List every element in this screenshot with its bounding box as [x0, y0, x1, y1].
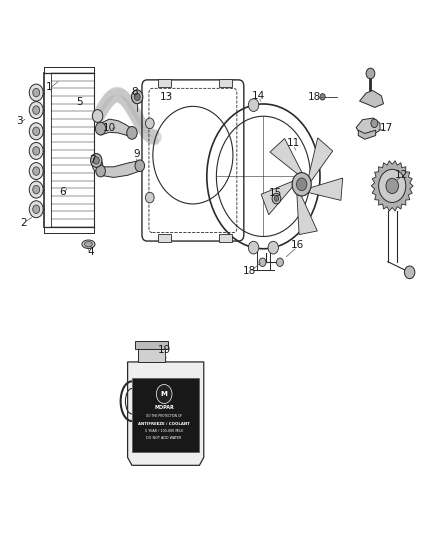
Polygon shape — [127, 362, 204, 465]
Circle shape — [92, 110, 103, 123]
Text: 4: 4 — [87, 247, 94, 257]
Circle shape — [33, 147, 40, 155]
Circle shape — [276, 258, 283, 266]
Bar — [138, 349, 165, 362]
Polygon shape — [270, 139, 302, 174]
Text: 8: 8 — [131, 86, 138, 96]
Circle shape — [366, 68, 375, 79]
Text: 18: 18 — [308, 92, 321, 102]
Circle shape — [297, 178, 307, 191]
Circle shape — [29, 142, 43, 159]
Polygon shape — [358, 130, 376, 139]
Circle shape — [33, 185, 40, 194]
Circle shape — [92, 159, 103, 172]
Polygon shape — [360, 91, 384, 108]
Bar — [132, 378, 199, 452]
Circle shape — [29, 84, 43, 101]
Circle shape — [145, 118, 154, 128]
Circle shape — [29, 201, 43, 217]
Text: 6: 6 — [59, 187, 66, 197]
Circle shape — [29, 102, 43, 118]
Circle shape — [95, 122, 106, 135]
Text: 18: 18 — [243, 266, 256, 276]
Circle shape — [127, 126, 137, 139]
Text: 17: 17 — [380, 123, 393, 133]
Polygon shape — [297, 195, 317, 235]
Polygon shape — [356, 118, 380, 135]
Circle shape — [145, 192, 154, 203]
Polygon shape — [101, 160, 140, 177]
Circle shape — [371, 119, 378, 127]
Text: 10: 10 — [103, 123, 116, 133]
Circle shape — [156, 384, 172, 403]
Circle shape — [33, 88, 40, 97]
Bar — [219, 233, 232, 242]
Text: 5 YEAR / 100,000 MILE: 5 YEAR / 100,000 MILE — [145, 429, 184, 433]
Circle shape — [131, 90, 143, 104]
Circle shape — [33, 106, 40, 114]
Circle shape — [93, 157, 99, 164]
Text: 5: 5 — [76, 97, 83, 107]
Ellipse shape — [85, 241, 92, 247]
Bar — [158, 79, 171, 87]
Text: 16: 16 — [291, 240, 304, 251]
Text: GO THE PROTECTION OF: GO THE PROTECTION OF — [146, 414, 182, 418]
Text: 3: 3 — [16, 116, 23, 126]
Text: ANTIFREEZE / COOLANT: ANTIFREEZE / COOLANT — [138, 422, 190, 426]
Circle shape — [29, 163, 43, 180]
Circle shape — [29, 123, 43, 140]
Text: MOPAR: MOPAR — [154, 405, 174, 410]
Circle shape — [248, 241, 259, 254]
Circle shape — [33, 127, 40, 135]
Circle shape — [268, 241, 279, 254]
Circle shape — [404, 266, 415, 279]
Bar — [219, 79, 232, 87]
Circle shape — [386, 178, 399, 193]
Text: 2: 2 — [20, 218, 26, 228]
Text: 9: 9 — [133, 149, 140, 159]
Circle shape — [33, 167, 40, 175]
Text: 14: 14 — [251, 91, 265, 101]
Circle shape — [248, 99, 259, 111]
Circle shape — [378, 169, 406, 203]
Circle shape — [272, 193, 281, 204]
Text: M: M — [161, 391, 168, 397]
Text: 11: 11 — [286, 139, 300, 149]
Circle shape — [320, 94, 325, 100]
Circle shape — [96, 165, 106, 177]
Text: DO NOT ADD WATER: DO NOT ADD WATER — [146, 436, 182, 440]
Polygon shape — [308, 178, 343, 200]
Circle shape — [274, 196, 279, 201]
Polygon shape — [261, 181, 293, 215]
Text: 19: 19 — [158, 345, 171, 356]
Circle shape — [91, 154, 102, 167]
Ellipse shape — [82, 240, 95, 248]
Polygon shape — [371, 161, 413, 211]
Polygon shape — [101, 119, 132, 136]
Text: 7: 7 — [89, 156, 96, 165]
Circle shape — [134, 93, 140, 101]
Text: 13: 13 — [160, 92, 173, 102]
Bar — [135, 341, 168, 349]
Text: 1: 1 — [46, 82, 53, 92]
Circle shape — [29, 181, 43, 198]
Circle shape — [33, 205, 40, 214]
Text: 15: 15 — [269, 188, 282, 198]
Text: 12: 12 — [395, 171, 408, 180]
Circle shape — [259, 258, 266, 266]
Polygon shape — [309, 138, 333, 181]
Bar — [158, 233, 171, 242]
Circle shape — [292, 173, 311, 196]
Circle shape — [135, 160, 145, 172]
